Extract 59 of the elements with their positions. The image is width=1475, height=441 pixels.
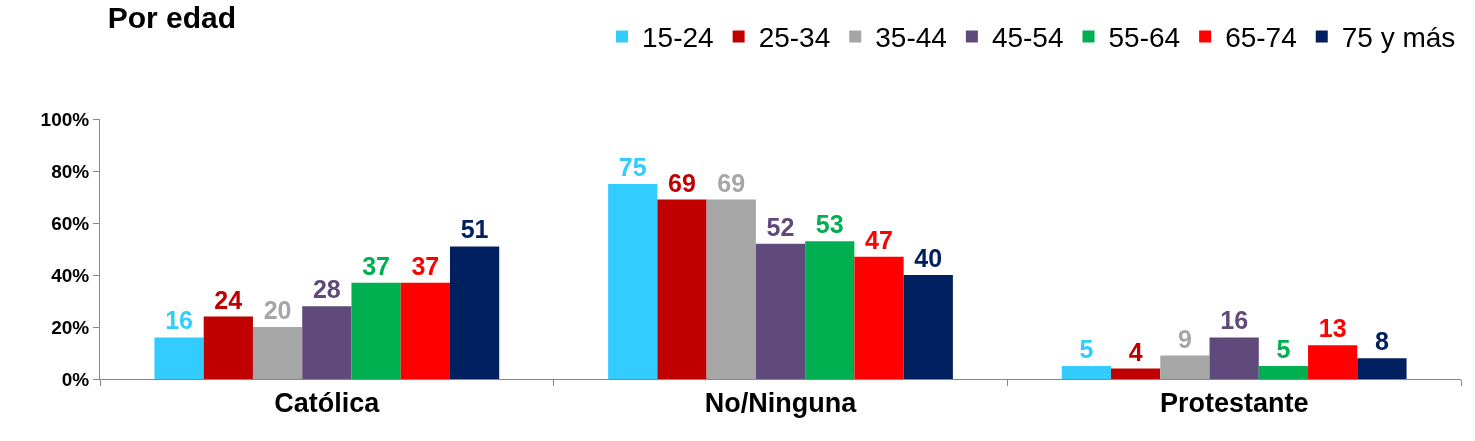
bar (400, 282, 450, 379)
bar (1111, 368, 1161, 379)
y-tick-label: 40% (51, 264, 90, 286)
y-tick-label: 20% (51, 316, 90, 338)
data-label: 9 (1177, 324, 1192, 353)
bar (203, 316, 253, 379)
x-tick-label: No/Ninguna (704, 388, 858, 419)
bar (1258, 366, 1309, 379)
data-label: 51 (460, 215, 489, 244)
bar (1357, 358, 1407, 379)
data-label: 4 (1128, 337, 1143, 366)
legend-label: 15-24 (642, 22, 714, 54)
bar (351, 282, 401, 379)
legend-label: 65-74 (1225, 22, 1297, 54)
data-label: 16 (165, 306, 193, 335)
x-tick-label: Católica (274, 388, 381, 419)
legend-label: 75 y más (1341, 22, 1456, 54)
bar (608, 184, 658, 379)
data-label: 13 (1318, 314, 1347, 343)
bar (252, 327, 303, 379)
bar (854, 256, 904, 379)
y-tick-label: 60% (51, 212, 90, 234)
bar (755, 243, 806, 379)
data-label: 24 (214, 285, 243, 314)
data-label: 37 (411, 251, 440, 280)
bar (903, 275, 953, 379)
legend-label: 35-44 (875, 22, 947, 54)
y-tick-label: 100% (40, 108, 90, 130)
bar (1061, 366, 1112, 379)
bar (805, 241, 855, 379)
legend-label: 45-54 (991, 22, 1064, 54)
bar (706, 199, 756, 379)
data-label: 69 (668, 168, 696, 197)
data-label: 40 (914, 244, 943, 272)
data-label: 75 (618, 153, 647, 181)
bar (1308, 345, 1358, 379)
x-tick-label: Protestante (1159, 388, 1309, 419)
bar (1209, 337, 1259, 379)
data-label: 47 (865, 225, 893, 254)
legend-label: 55-64 (1108, 22, 1181, 54)
data-label: 28 (312, 275, 341, 304)
bar (657, 199, 707, 379)
bar (302, 306, 352, 379)
data-label: 8 (1374, 327, 1389, 356)
data-label: 37 (362, 251, 390, 280)
bar (449, 246, 500, 379)
data-label: 5 (1276, 335, 1291, 363)
data-label: 52 (766, 212, 795, 241)
data-label: 53 (815, 210, 844, 239)
data-label: 5 (1079, 335, 1094, 363)
bar (154, 337, 204, 379)
y-tick-label: 80% (51, 160, 90, 182)
chart-title: Por edad (107, 0, 237, 34)
data-label: 69 (717, 168, 746, 197)
legend-label: 25-34 (758, 22, 831, 54)
y-tick-label: 0% (61, 368, 90, 390)
data-label: 20 (263, 296, 292, 324)
data-label: 16 (1220, 306, 1249, 335)
bar (1160, 355, 1210, 379)
